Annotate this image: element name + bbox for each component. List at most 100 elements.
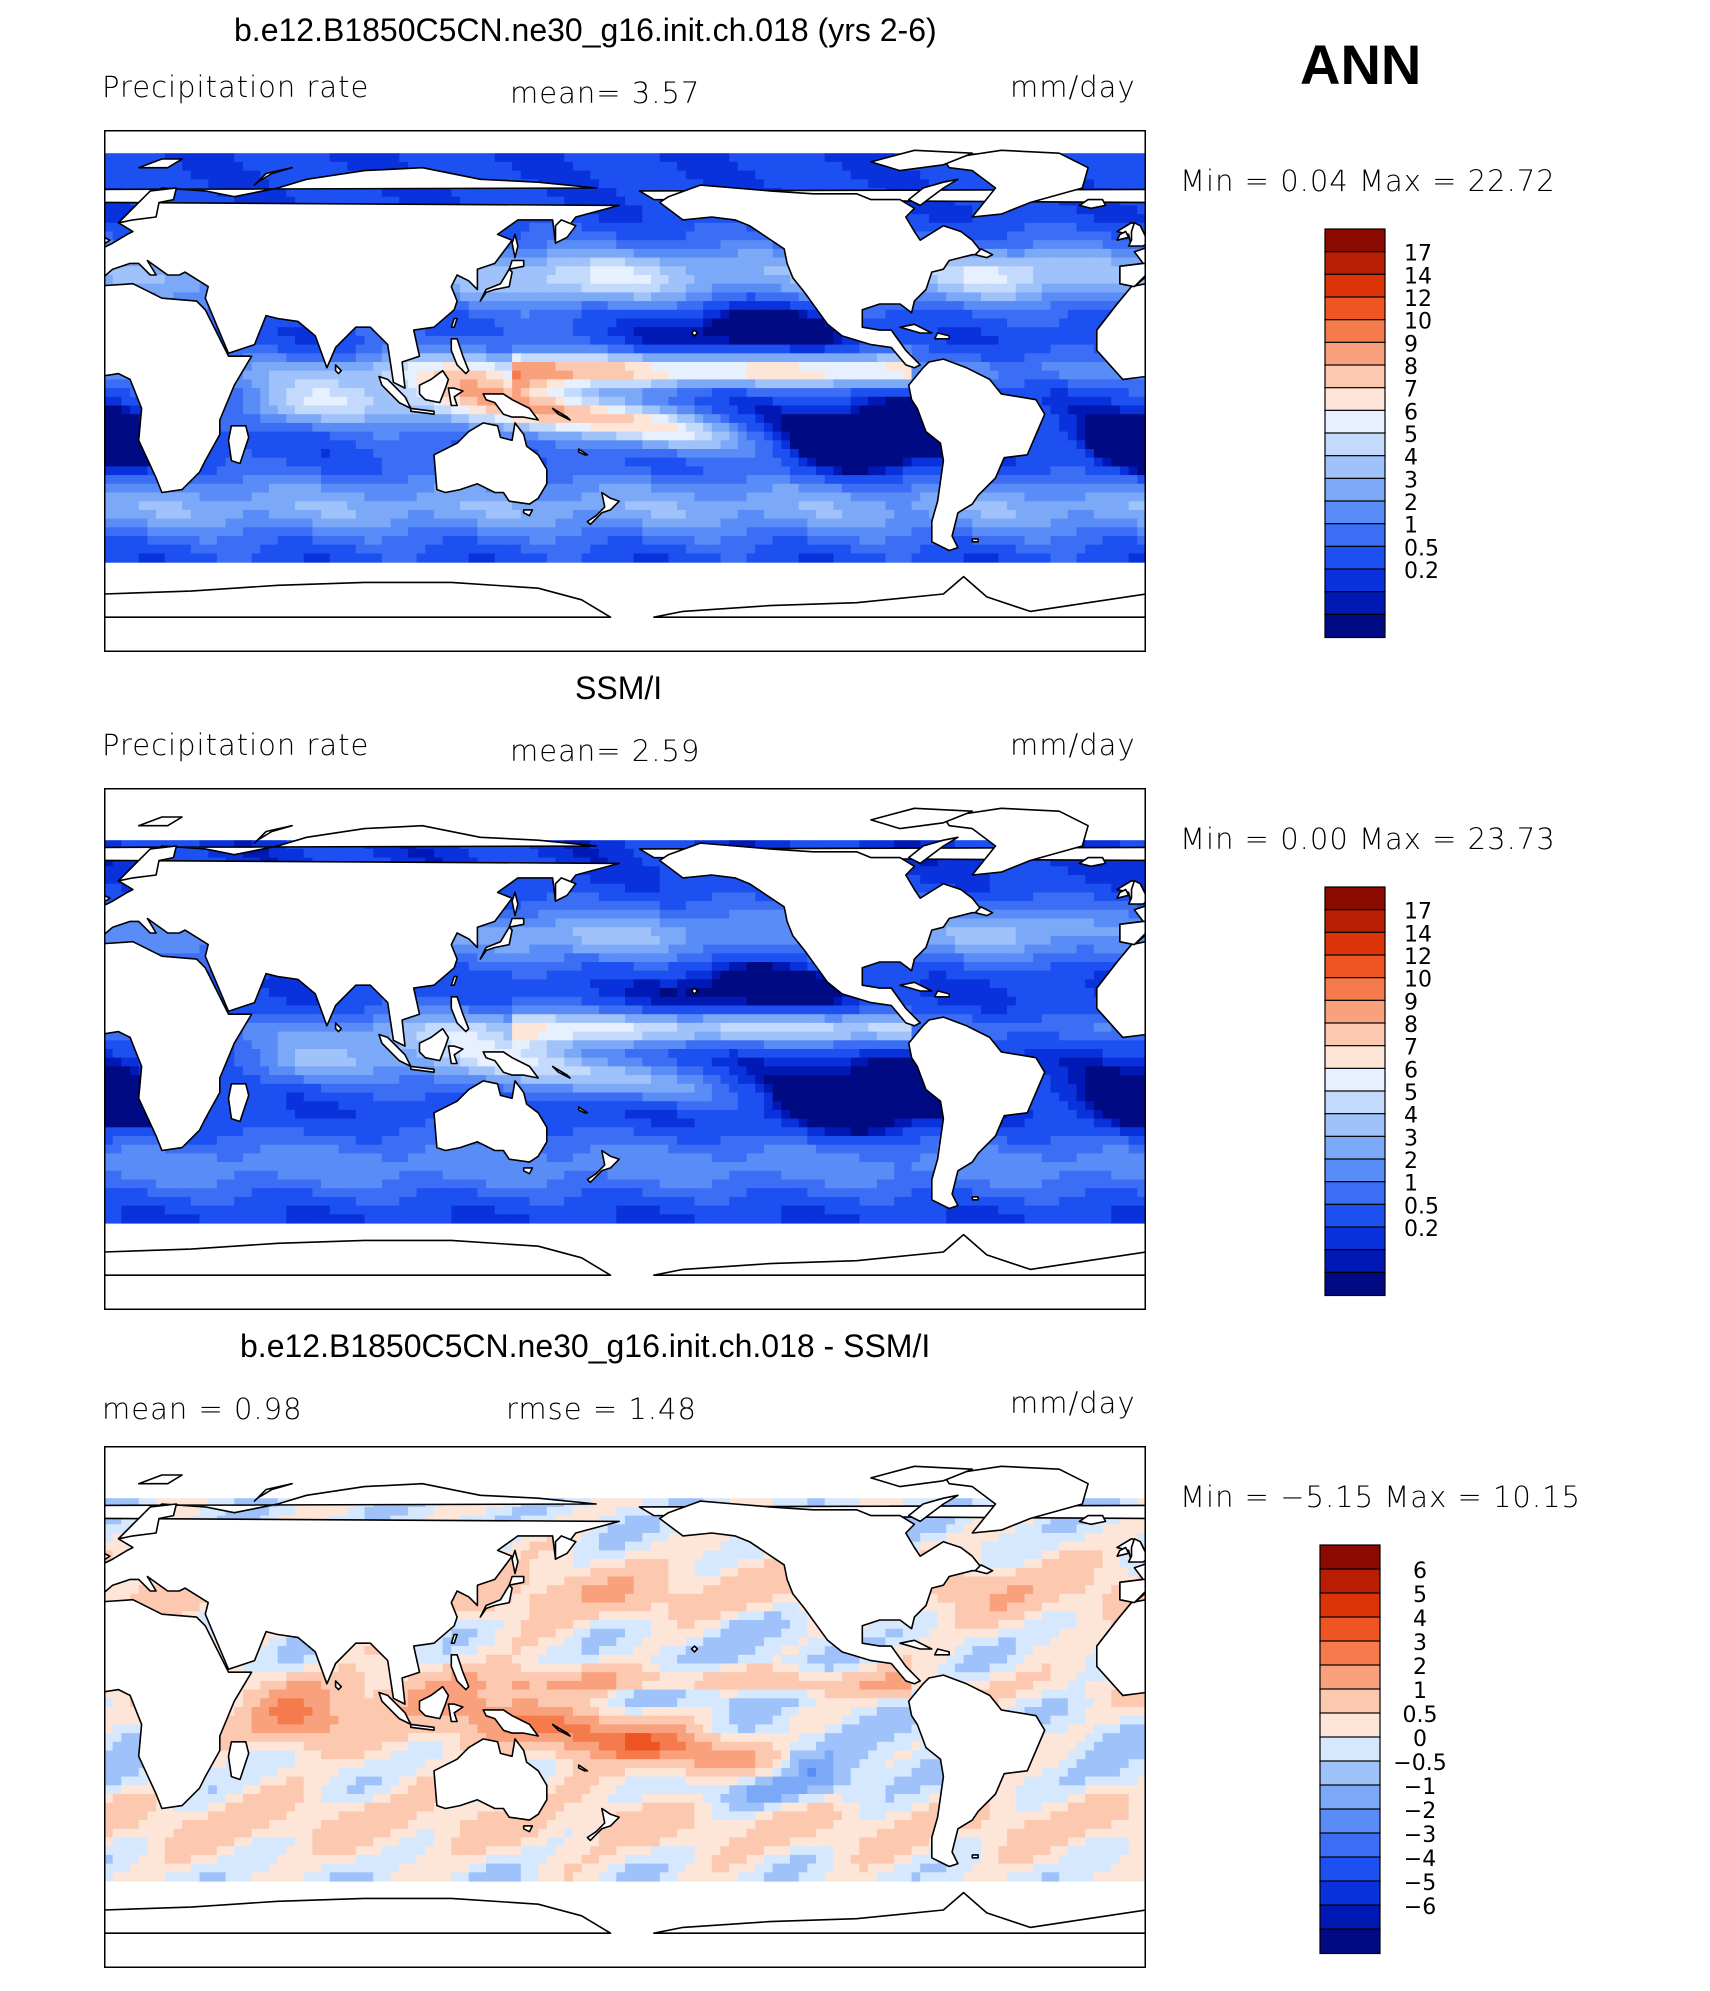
coastlines: [104, 149, 1146, 652]
colorbar-swatch: [1319, 1784, 1381, 1811]
colorbar-swatch: [1324, 273, 1386, 299]
colorbar-label: 3: [1413, 1631, 1427, 1656]
colorbar-label: 7: [1404, 378, 1418, 403]
panel-2-unit: mm/day: [1010, 728, 1136, 762]
colorbar-swatch: [1319, 1664, 1381, 1691]
colorbar-swatch: [1324, 228, 1386, 253]
colorbar-label: 6: [1404, 1058, 1418, 1083]
colorbar-label: 4: [1404, 446, 1418, 471]
colorbar-label: 0.5: [1404, 536, 1439, 561]
colorbar-label: 6: [1404, 400, 1418, 425]
panel-1-map: [104, 130, 1146, 652]
colorbar-swatch: [1324, 455, 1386, 480]
colorbar-label: −2: [1404, 1799, 1436, 1824]
colorbar-label: 0.2: [1404, 559, 1439, 584]
colorbar-swatch: [1319, 1688, 1381, 1715]
colorbar-swatch: [1324, 387, 1386, 412]
colorbar-label: 0: [1413, 1727, 1427, 1752]
panel-1-colorbar: 17 14 12 10 9 8 7 6 5 4 3 2 1 0.5 0.2: [1324, 228, 1505, 639]
colorbar-label: −0.5: [1393, 1751, 1446, 1776]
colorbar-label: 0.2: [1404, 1217, 1439, 1242]
panel-3-rmse: rmse = 1.48: [506, 1392, 697, 1426]
panel-1-title: b.e12.B1850C5CN.ne30_g16.init.ch.018 (yr…: [234, 12, 937, 48]
colorbar-swatch: [1324, 319, 1386, 344]
colorbar-swatch: [1324, 568, 1386, 593]
colorbar-label: 1: [1404, 1172, 1418, 1197]
colorbar-swatch: [1324, 1226, 1386, 1251]
colorbar-label: 5: [1413, 1583, 1427, 1608]
colorbar-label: 7: [1404, 1036, 1418, 1061]
colorbar-swatch: [1324, 1249, 1386, 1274]
colorbar-swatch: [1324, 477, 1386, 503]
colorbar-swatch: [1319, 1712, 1381, 1739]
panel-3-colorbar: 6 5 4 3 2 1 0.5 0 −0.5 −1 −2 −3 −4 −5 −6: [1319, 1544, 1500, 1955]
panel-1-variable-label: Precipitation rate: [102, 70, 370, 104]
colorbar-label: −6: [1404, 1895, 1436, 1920]
colorbar-swatch: [1324, 1045, 1386, 1070]
panel-3-unit: mm/day: [1010, 1386, 1136, 1420]
colorbar-label: 9: [1404, 990, 1418, 1015]
panel-2-colorbar: 17 14 12 10 9 8 7 6 5 4 3 2 1 0.5 0.2: [1324, 886, 1505, 1297]
colorbar-swatch: [1324, 1158, 1386, 1183]
panel-1-mean: mean= 3.57: [510, 76, 701, 110]
colorbar-swatch: [1319, 1832, 1381, 1859]
colorbar-swatch: [1324, 886, 1386, 911]
colorbar-label: 10: [1404, 310, 1432, 335]
colorbar-swatch: [1319, 1736, 1381, 1763]
colorbar-swatch: [1324, 432, 1386, 457]
panel-1-unit: mm/day: [1010, 70, 1136, 104]
colorbar-swatch: [1324, 613, 1386, 639]
panel-3-minmax: Min = −5.15 Max = 10.15: [1180, 1480, 1581, 1514]
colorbar-label: 14: [1404, 922, 1432, 947]
colorbar-label: 2: [1413, 1655, 1427, 1680]
colorbar-label: 3: [1404, 1126, 1418, 1151]
colorbar-swatch: [1319, 1928, 1381, 1955]
coastlines: [104, 1465, 1146, 1968]
colorbar-swatch: [1324, 1067, 1386, 1093]
colorbar-swatch: [1324, 1271, 1386, 1297]
colorbar-swatch: [1319, 1616, 1381, 1643]
panel-2-minmax: Min = 0.00 Max = 23.73: [1180, 822, 1556, 856]
colorbar-swatch: [1319, 1808, 1381, 1835]
panel-1-minmax: Min = 0.04 Max = 22.72: [1180, 164, 1556, 198]
colorbar-swatch: [1324, 251, 1386, 276]
colorbar-swatch: [1324, 591, 1386, 616]
colorbar-swatch: [1319, 1880, 1381, 1907]
colorbar-label: 17: [1404, 900, 1432, 925]
colorbar-swatch: [1324, 1135, 1386, 1161]
colorbar-label: 9: [1404, 332, 1418, 357]
colorbar-swatch: [1324, 931, 1386, 957]
colorbar-swatch: [1319, 1544, 1381, 1571]
colorbar-label: 5: [1404, 423, 1418, 448]
colorbar-swatch: [1319, 1568, 1381, 1595]
panel-3-mean: mean = 0.98: [102, 1392, 303, 1426]
colorbar-swatch: [1319, 1640, 1381, 1667]
colorbar-swatch: [1324, 500, 1386, 525]
colorbar-label: 1: [1404, 514, 1418, 539]
colorbar-label: 12: [1404, 287, 1432, 312]
colorbar-swatch: [1324, 1022, 1386, 1047]
colorbar-swatch: [1319, 1592, 1381, 1619]
colorbar-swatch: [1324, 1203, 1386, 1229]
season-label: ANN: [1300, 33, 1422, 96]
panel-3-title: b.e12.B1850C5CN.ne30_g16.init.ch.018 - S…: [240, 1328, 931, 1364]
colorbar-label: 0.5: [1403, 1703, 1438, 1728]
colorbar-label: 1: [1413, 1679, 1427, 1704]
colorbar-label: 10: [1404, 968, 1432, 993]
colorbar-swatch: [1324, 1090, 1386, 1115]
colorbar-swatch: [1324, 523, 1386, 548]
colorbar-label: 17: [1404, 242, 1432, 267]
coastlines: [104, 807, 1146, 1310]
colorbar-swatch: [1324, 1113, 1386, 1138]
colorbar-swatch: [1324, 409, 1386, 435]
colorbar-label: 2: [1404, 1149, 1418, 1174]
panel-2-variable-label: Precipitation rate: [102, 728, 370, 762]
colorbar-swatch: [1319, 1760, 1381, 1787]
colorbar-label: 4: [1404, 1104, 1418, 1129]
colorbar-swatch: [1319, 1904, 1381, 1931]
colorbar-label: 8: [1404, 355, 1418, 380]
panel-2-title: SSM/I: [575, 670, 663, 706]
colorbar-swatch: [1324, 977, 1386, 1002]
colorbar-label: 12: [1404, 945, 1432, 970]
colorbar-swatch: [1324, 909, 1386, 934]
